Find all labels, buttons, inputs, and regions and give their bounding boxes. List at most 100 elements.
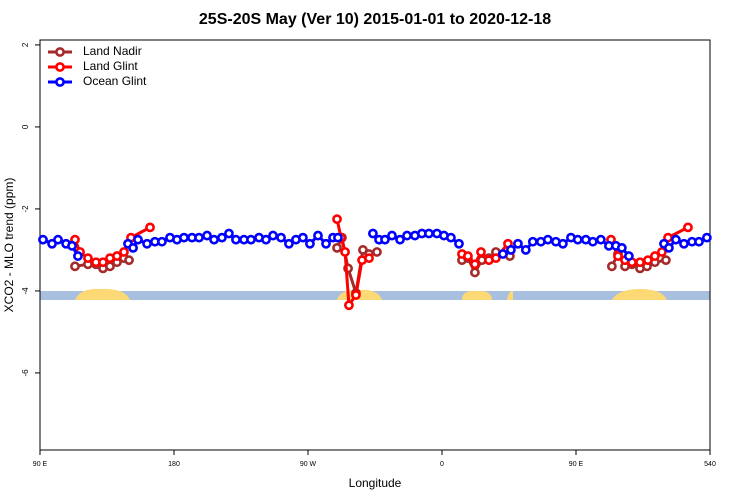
data-point [284, 238, 294, 249]
legend-marker [55, 77, 65, 87]
data-point [246, 234, 256, 245]
data-point [70, 261, 80, 272]
data-point [268, 230, 278, 241]
data-point [321, 238, 331, 249]
data-point [98, 257, 108, 268]
data-point [368, 228, 378, 239]
data-point [520, 245, 531, 255]
data-point [587, 236, 598, 247]
y-axis-label: XCO2 - MLO trend (ppm) [2, 178, 16, 313]
data-point [454, 238, 464, 249]
data-point [476, 247, 486, 257]
x-tick-label: 0 [440, 461, 444, 468]
data-point [305, 238, 315, 249]
legend-marker [55, 62, 65, 72]
data-point [613, 251, 623, 261]
data-point [572, 234, 583, 245]
data-point [344, 300, 354, 311]
data-point [671, 234, 681, 245]
data-point [351, 290, 361, 300]
data-point [694, 236, 704, 247]
data-point [261, 234, 271, 245]
data-point [276, 232, 286, 243]
data-point [142, 238, 152, 249]
chart-title: 25S-20S May (Ver 10) 2015-01-01 to 2020-… [199, 11, 551, 28]
data-point [145, 222, 155, 233]
data-point [395, 234, 405, 245]
data-point [332, 242, 342, 253]
data-point [83, 253, 93, 264]
data-point [595, 234, 606, 245]
data-point [557, 238, 568, 249]
data-point [527, 236, 538, 247]
data-point [542, 234, 553, 245]
data-point [657, 247, 667, 257]
data-point [38, 234, 48, 245]
legend-label: Land Glint [83, 59, 138, 73]
data-point [623, 251, 634, 261]
data-point [380, 234, 390, 245]
data-point [157, 236, 167, 247]
legend-marker [55, 47, 65, 57]
data-point [209, 234, 219, 245]
data-point [224, 228, 234, 239]
data-point [67, 240, 77, 251]
data-point [217, 232, 227, 243]
data-point [423, 228, 434, 239]
data-point [298, 232, 308, 243]
y-tick-label: 0 [21, 124, 30, 129]
data-point [701, 232, 712, 243]
data-point [194, 232, 204, 243]
data-point [606, 261, 617, 272]
y-tick-label: -6 [21, 369, 30, 377]
y-tick-label: -4 [21, 287, 30, 295]
data-point [661, 255, 671, 266]
x-tick-label: 90 E [569, 461, 584, 468]
data-point [124, 255, 134, 266]
data-point [470, 267, 480, 278]
x-axis-label: Longitude [349, 476, 402, 490]
data-point [664, 242, 674, 253]
data-point [332, 214, 342, 225]
data-point [497, 249, 508, 259]
data-point [119, 247, 129, 257]
x-tick-label: 180 [168, 461, 180, 468]
x-tick-label: 540 [704, 461, 716, 468]
data-point [616, 242, 627, 253]
data-point [513, 238, 523, 249]
data-point [643, 255, 653, 266]
data-point [333, 232, 343, 243]
data-point [679, 238, 689, 249]
plot-frame [39, 39, 711, 451]
data-point [73, 251, 83, 261]
data-point [650, 251, 660, 261]
data-point [635, 257, 645, 268]
data-point [446, 232, 456, 243]
data-point [340, 247, 350, 257]
data-point [470, 259, 480, 270]
data-point [490, 253, 501, 264]
x-tick-label: 90 E [33, 461, 48, 468]
x-tick-label: 90 W [300, 461, 317, 468]
y-tick-label: 2 [21, 42, 30, 47]
data-point [179, 232, 189, 243]
data-point [387, 230, 397, 241]
data-point [133, 234, 143, 245]
data-point [364, 253, 374, 264]
data-point [313, 230, 323, 241]
data-point [463, 251, 473, 261]
data-point [372, 247, 382, 257]
data-point [53, 234, 63, 245]
land-mask [40, 288, 710, 300]
data-point [683, 222, 693, 233]
data-point [128, 242, 138, 253]
data-point [231, 234, 241, 245]
legend-label: Land Nadir [83, 44, 142, 58]
data-point [202, 230, 212, 241]
y-tick-label: -2 [21, 205, 30, 213]
data-point [402, 230, 412, 241]
data-point [506, 245, 516, 255]
legend-label: Ocean Glint [83, 74, 147, 88]
data-point [112, 251, 122, 261]
